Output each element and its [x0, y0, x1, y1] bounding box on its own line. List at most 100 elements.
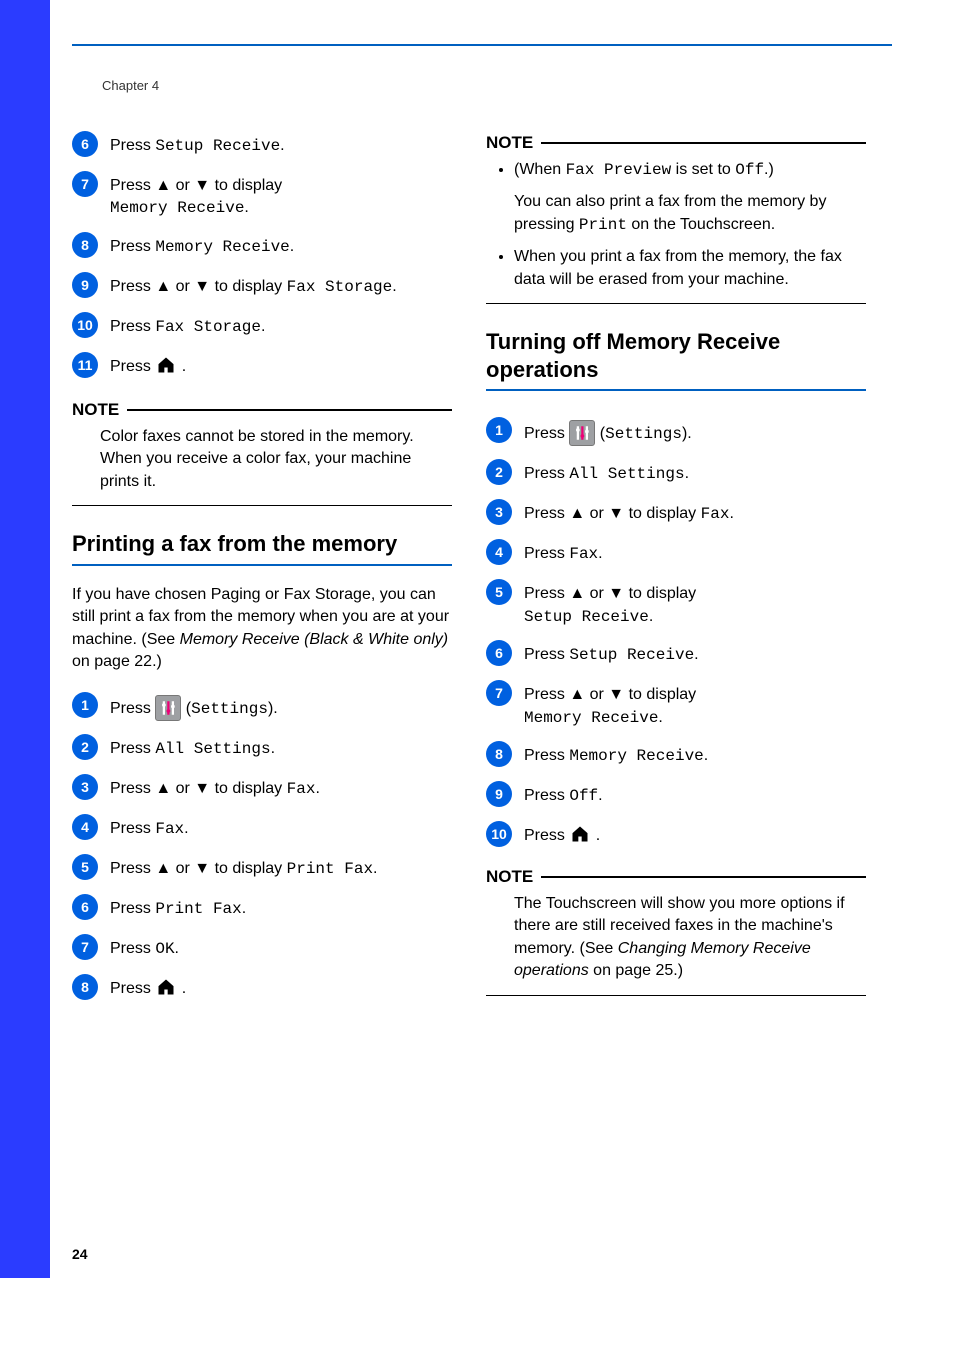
- step-number-icon: 3: [72, 774, 98, 800]
- step-2b: 2 Press All Settings.: [72, 736, 452, 762]
- step-number-icon: 6: [72, 131, 98, 157]
- step-number-icon: 2: [486, 459, 512, 485]
- rstep-1: 1 Press (Settings).: [486, 419, 866, 447]
- intro-paragraph: If you have chosen Paging or Fax Storage…: [72, 584, 452, 674]
- step-number-icon: 6: [486, 640, 512, 666]
- step-text: Press ▲ or ▼ to display Fax.: [524, 501, 866, 525]
- note-bullet-1: (When Fax Preview is set to Off.) You ca…: [514, 159, 866, 236]
- right-column: NOTE (When Fax Preview is set to Off.) Y…: [486, 133, 866, 1020]
- step-10: 10 Press Fax Storage.: [72, 314, 452, 340]
- note-body: Color faxes cannot be stored in the memo…: [72, 426, 452, 493]
- note-header: NOTE: [486, 867, 866, 887]
- step-text: Press Fax.: [524, 541, 866, 565]
- step-number-icon: 9: [486, 781, 512, 807]
- step-text: Press Off.: [524, 783, 866, 807]
- note-bullet-2: When you print a fax from the memory, th…: [514, 246, 866, 291]
- rstep-10: 10 Press .: [486, 823, 866, 849]
- note-end-rule: [486, 995, 866, 997]
- step-4b: 4 Press Fax.: [72, 816, 452, 842]
- step-number-icon: 5: [72, 854, 98, 880]
- step-9: 9 Press ▲ or ▼ to display Fax Storage.: [72, 274, 452, 300]
- step-8b: 8 Press .: [72, 976, 452, 1002]
- note-body: The Touchscreen will show you more optio…: [486, 893, 866, 983]
- step-number-icon: 6: [72, 894, 98, 920]
- note-rule: [127, 409, 452, 411]
- side-tab: [0, 0, 50, 1278]
- top-rule: [72, 44, 892, 46]
- rstep-5: 5 Press ▲ or ▼ to display Setup Receive.: [486, 581, 866, 628]
- note-block-right-2: NOTE The Touchscreen will show you more …: [486, 867, 866, 996]
- step-number-icon: 10: [72, 312, 98, 338]
- step-number-icon: 2: [72, 734, 98, 760]
- rstep-8: 8 Press Memory Receive.: [486, 743, 866, 769]
- step-text: Press .: [110, 354, 452, 379]
- section-heading-right: Turning off Memory Receive operations: [486, 328, 866, 383]
- step-6: 6 Press Setup Receive.: [72, 133, 452, 159]
- step-text: Press Setup Receive.: [110, 133, 452, 157]
- step-number-icon: 9: [72, 272, 98, 298]
- note-rule: [541, 876, 866, 878]
- step-7b: 7 Press OK.: [72, 936, 452, 962]
- step-text: Press Memory Receive.: [524, 743, 866, 767]
- step-3b: 3 Press ▲ or ▼ to display Fax.: [72, 776, 452, 802]
- section-heading: Printing a fax from the memory: [72, 530, 452, 558]
- note-block-right-1: NOTE (When Fax Preview is set to Off.) Y…: [486, 133, 866, 304]
- step-number-icon: 8: [72, 974, 98, 1000]
- rstep-7: 7 Press ▲ or ▼ to display Memory Receive…: [486, 682, 866, 729]
- step-11: 11 Press .: [72, 354, 452, 380]
- step-8: 8 Press Memory Receive.: [72, 234, 452, 260]
- step-number-icon: 1: [72, 692, 98, 718]
- step-number-icon: 8: [72, 232, 98, 258]
- step-text: Press ▲ or ▼ to display Fax.: [110, 776, 452, 800]
- left-column: 6 Press Setup Receive. 7 Press ▲ or ▼ to…: [72, 133, 452, 1020]
- step-number-icon: 4: [72, 814, 98, 840]
- step-text: Press Memory Receive.: [110, 234, 452, 258]
- step-text: Press Fax.: [110, 816, 452, 840]
- step-text: Press ▲ or ▼ to display Memory Receive.: [110, 173, 452, 220]
- home-icon: [155, 976, 177, 998]
- step-number-icon: 10: [486, 821, 512, 847]
- step-text: Press .: [110, 976, 452, 1001]
- step-text: Press All Settings.: [110, 736, 452, 760]
- step-number-icon: 11: [72, 352, 98, 378]
- step-text: Press ▲ or ▼ to display Print Fax.: [110, 856, 452, 880]
- page-content: Chapter 4 6 Press Setup Receive. 7 Press…: [72, 60, 892, 1020]
- chapter-label: Chapter 4: [102, 78, 892, 93]
- note-end-rule: [486, 303, 866, 305]
- step-text: Press Setup Receive.: [524, 642, 866, 666]
- step-text: Press .: [524, 823, 866, 848]
- step-text: Press ▲ or ▼ to display Fax Storage.: [110, 274, 452, 298]
- settings-icon: [155, 695, 181, 721]
- settings-icon: [569, 420, 595, 446]
- step-text: Press ▲ or ▼ to display Memory Receive.: [524, 682, 866, 729]
- step-6b: 6 Press Print Fax.: [72, 896, 452, 922]
- step-number-icon: 7: [72, 934, 98, 960]
- step-text: Press Print Fax.: [110, 896, 452, 920]
- cross-reference[interactable]: Memory Receive (Black & White only): [180, 631, 449, 648]
- note-end-rule: [72, 505, 452, 507]
- step-5b: 5 Press ▲ or ▼ to display Print Fax.: [72, 856, 452, 882]
- step-text: Press (Settings).: [110, 694, 452, 722]
- note-rule: [541, 142, 866, 144]
- rstep-9: 9 Press Off.: [486, 783, 866, 809]
- columns: 6 Press Setup Receive. 7 Press ▲ or ▼ to…: [72, 133, 892, 1020]
- step-text: Press All Settings.: [524, 461, 866, 485]
- note-header: NOTE: [486, 133, 866, 153]
- step-text: Press OK.: [110, 936, 452, 960]
- step-number-icon: 7: [486, 680, 512, 706]
- step-text: Press ▲ or ▼ to display Setup Receive.: [524, 581, 866, 628]
- step-number-icon: 7: [72, 171, 98, 197]
- step-number-icon: 4: [486, 539, 512, 565]
- home-icon: [569, 823, 591, 845]
- step-number-icon: 8: [486, 741, 512, 767]
- step-text: Press Fax Storage.: [110, 314, 452, 338]
- step-number-icon: 1: [486, 417, 512, 443]
- step-number-icon: 3: [486, 499, 512, 525]
- step-text: Press (Settings).: [524, 419, 866, 447]
- rstep-3: 3 Press ▲ or ▼ to display Fax.: [486, 501, 866, 527]
- note-body: (When Fax Preview is set to Off.) You ca…: [486, 159, 866, 291]
- heading-rule: [486, 389, 866, 391]
- home-icon: [155, 354, 177, 376]
- note-block: NOTE Color faxes cannot be stored in the…: [72, 400, 452, 507]
- rstep-6: 6 Press Setup Receive.: [486, 642, 866, 668]
